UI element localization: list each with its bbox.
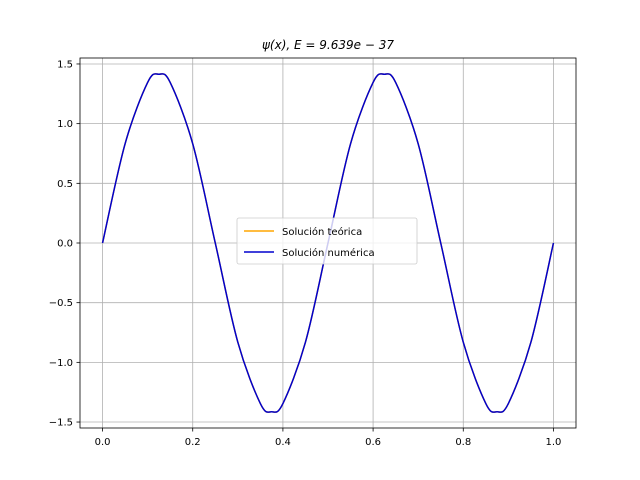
legend-label-teorica: Solución teórica [282, 226, 362, 238]
legend-box [236, 217, 418, 265]
y-tick-label: 0.5 [57, 179, 73, 190]
y-tick-label: 1.0 [57, 119, 73, 130]
legend-label-numerica: Solución numérica [282, 247, 375, 259]
y-tick-label: −1.5 [49, 418, 73, 429]
x-tick-label: 0.4 [275, 437, 291, 448]
x-tick-label: 0.0 [95, 437, 111, 448]
y-tick-label: −0.5 [49, 298, 73, 309]
y-tick-label: −1.0 [49, 358, 73, 369]
legend: Solución teórica Solución numérica [236, 217, 418, 265]
x-tick-label: 0.2 [185, 437, 201, 448]
chart-title: ψ(x), E = 9.639e − 37 [262, 38, 394, 52]
y-axis: 1.5 1.0 0.5 0.0 −0.5 −1.0 −1.5 [49, 59, 80, 429]
grid [80, 58, 576, 428]
y-tick-label: 0.0 [57, 239, 73, 250]
x-axis: 0.0 0.2 0.4 0.6 0.8 1.0 [95, 428, 562, 448]
x-tick-label: 0.8 [455, 437, 471, 448]
x-tick-label: 1.0 [546, 437, 562, 448]
x-tick-label: 0.6 [365, 437, 381, 448]
y-tick-label: 1.5 [57, 59, 73, 70]
